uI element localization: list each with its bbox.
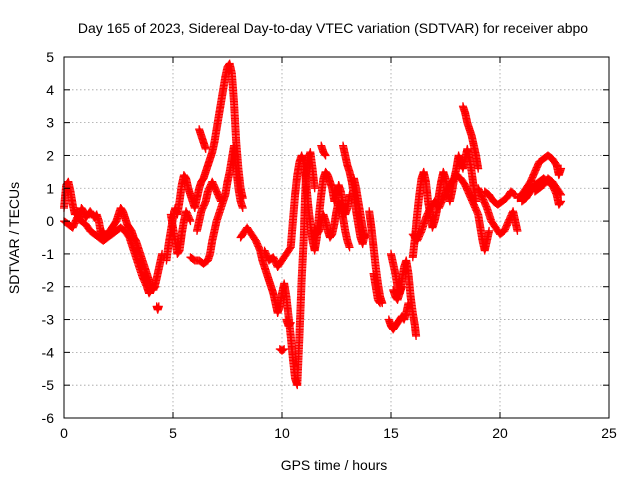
- x-tick-label: 20: [492, 425, 508, 441]
- data-point: [154, 302, 163, 311]
- y-tick-label: -4: [42, 344, 55, 360]
- x-tick-label: 25: [601, 425, 617, 441]
- data-point: [150, 283, 159, 292]
- data-point: [556, 189, 565, 198]
- x-tick-label: 10: [274, 425, 290, 441]
- y-tick-label: 4: [46, 82, 54, 98]
- data-point: [397, 282, 406, 291]
- plot-frame: [63, 56, 610, 419]
- data-point: [238, 203, 247, 212]
- grid-lines: [64, 57, 609, 418]
- data-point: [513, 226, 522, 235]
- y-tick-label: 1: [46, 180, 54, 196]
- data-point: [557, 164, 566, 173]
- data-point: [151, 282, 160, 291]
- data-point: [360, 233, 369, 242]
- chart-title: Day 165 of 2023, Sidereal Day-to-day VTE…: [78, 20, 588, 36]
- y-tick-label: 2: [46, 147, 54, 163]
- data-point: [310, 184, 319, 193]
- data-point: [375, 298, 384, 307]
- y-tick-label: -5: [42, 377, 55, 393]
- y-tick-label: -3: [42, 312, 55, 328]
- data-point: [485, 226, 494, 235]
- data-point: [280, 345, 289, 354]
- y-tick-label: 3: [46, 115, 54, 131]
- axis-ticks: 0 5 10 15 20 25 -6 -5 -4 -3 -2 -1 0 1 2 3 4 5: [42, 49, 617, 441]
- data-point: [345, 243, 354, 252]
- y-tick-label: -1: [42, 246, 55, 262]
- data-point: [320, 150, 329, 159]
- data-point: [404, 299, 413, 308]
- y-tick-label: 0: [46, 213, 54, 229]
- x-tick-label: 0: [60, 425, 68, 441]
- data-point: [556, 198, 565, 207]
- data-point: [474, 164, 483, 173]
- data-point: [285, 319, 294, 328]
- data-point: [186, 217, 195, 226]
- data-markers: [60, 59, 566, 390]
- y-tick-label: -2: [42, 279, 55, 295]
- data-point: [321, 151, 330, 160]
- data-point: [279, 345, 288, 354]
- data-point: [286, 318, 295, 327]
- x-tick-label: 5: [169, 425, 177, 441]
- x-tick-label: 15: [383, 425, 399, 441]
- x-axis-label: GPS time / hours: [281, 457, 388, 473]
- y-tick-label: 5: [46, 49, 54, 65]
- data-point: [376, 299, 385, 308]
- y-axis-label: SDTVAR / TECUs: [6, 182, 22, 294]
- data-point: [412, 331, 421, 340]
- data-point: [557, 190, 566, 199]
- y-tick-label: -6: [42, 410, 55, 426]
- data-point: [201, 144, 210, 153]
- data-point: [216, 197, 225, 206]
- data-point: [510, 190, 519, 199]
